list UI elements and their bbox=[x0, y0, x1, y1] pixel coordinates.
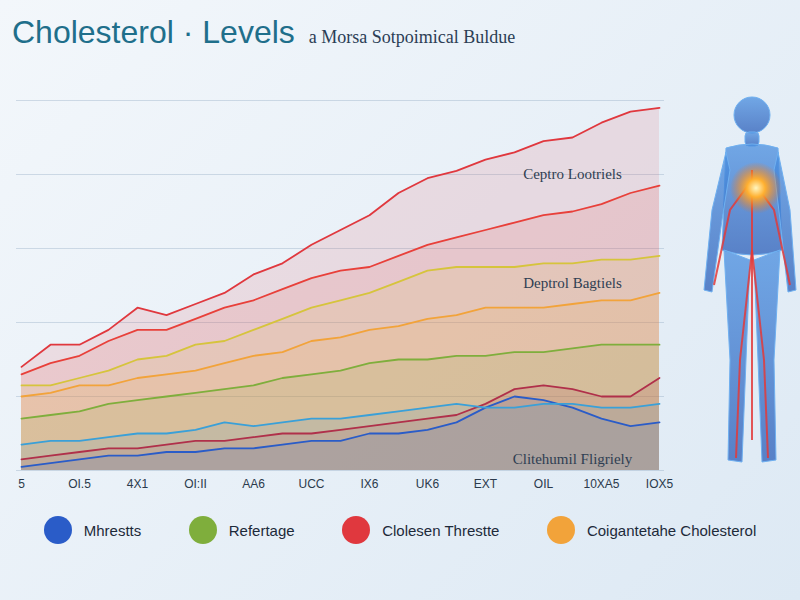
svg-text:OI.5: OI.5 bbox=[68, 477, 91, 491]
html-text:Mhrestts: Mhrestts bbox=[83, 521, 142, 539]
svg-text:Deptrol Bagtiels: Deptrol Bagtiels bbox=[523, 275, 622, 291]
svg-text:5: 5 bbox=[18, 477, 25, 491]
html-text:Coigantetahe Cholesterol: Coigantetahe Cholesterol bbox=[586, 521, 757, 539]
svg-text:UCC: UCC bbox=[299, 477, 325, 491]
svg-text:UK6: UK6 bbox=[416, 477, 440, 491]
svg-text:IX6: IX6 bbox=[360, 477, 378, 491]
html-text:Refertage: Refertage bbox=[228, 521, 295, 539]
svg-text:10XA5: 10XA5 bbox=[583, 477, 619, 491]
svg-text:Ceptro Lootriels: Ceptro Lootriels bbox=[523, 166, 622, 182]
svg-text:AA6: AA6 bbox=[242, 477, 265, 491]
html-text:Cholesterol · Levels: Cholesterol · Levels bbox=[12, 14, 295, 50]
html-text:Clolesen Threstte: Clolesen Threstte bbox=[382, 521, 500, 539]
svg-text:IOX5: IOX5 bbox=[646, 477, 674, 491]
html-text:a Morsa Sotpoimical Buldue: a Morsa Sotpoimical Buldue bbox=[308, 27, 516, 47]
svg-text:4X1: 4X1 bbox=[127, 477, 149, 491]
svg-text:Clitehumil Fligriely: Clitehumil Fligriely bbox=[513, 451, 633, 467]
svg-text:OI:II: OI:II bbox=[184, 477, 207, 491]
svg-text:EXT: EXT bbox=[474, 477, 498, 491]
svg-text:OIL: OIL bbox=[534, 477, 554, 491]
